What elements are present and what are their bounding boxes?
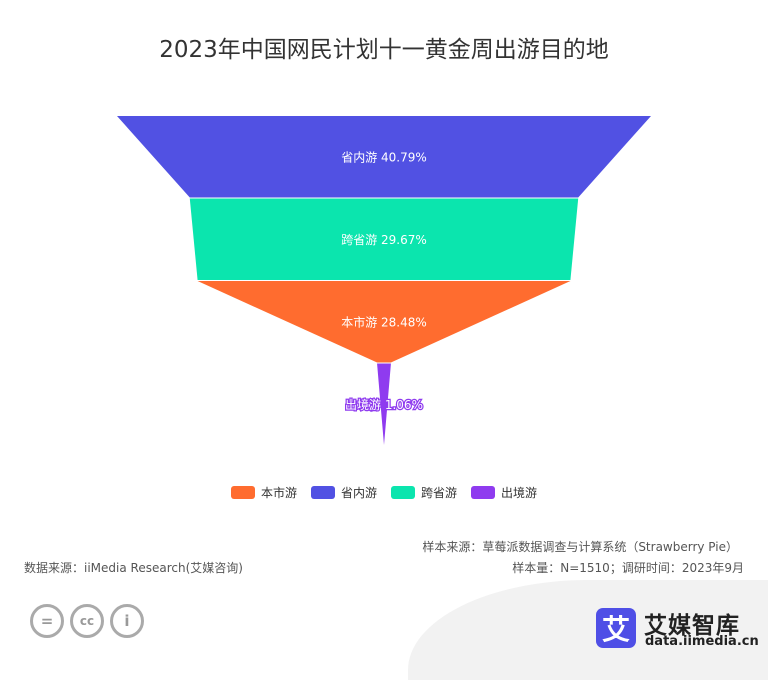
data-label: 省内游 40.79% (341, 150, 427, 164)
brand-url: data.iimedia.cn (645, 634, 759, 649)
legend-label: 省内游 (340, 486, 377, 500)
funnel-segment-2[interactable] (197, 281, 571, 363)
cc-by-icon: i (110, 604, 144, 638)
data-label: 本市游 28.48% (341, 314, 427, 329)
brand-logo-icon: 艾 (596, 608, 636, 648)
legend: 本市游 省内游 跨省游 出境游 (0, 484, 768, 501)
legend-swatch (310, 486, 335, 499)
legend-swatch (391, 486, 415, 499)
legend-swatch (230, 486, 255, 499)
legend-swatch (471, 486, 496, 499)
legend-item[interactable]: 本市游 (230, 484, 297, 501)
cc-icon: cc (70, 604, 104, 638)
cc-nd-icon: = (30, 604, 64, 638)
legend-label: 跨省游 (421, 486, 458, 500)
brand-name: 艾媒智库 (644, 613, 740, 639)
funnel-segment-3[interactable] (377, 363, 391, 446)
sample-size: 样本量：N=1510；调研时间：2023年9月 (512, 561, 744, 575)
data-source: 数据来源：iiMedia Research(艾媒咨询) (24, 561, 243, 575)
legend-item[interactable]: 出境游 (471, 484, 537, 501)
data-label: 出境游 1.06% (345, 397, 423, 412)
funnel-segment-1[interactable] (189, 198, 579, 281)
legend-label: 本市游 (260, 486, 297, 500)
funnel-chart: 省内游 40.79% 跨省游 29.67% 本市游 28.48% 出境游 1.06% (117, 116, 651, 446)
legend-item[interactable]: 跨省游 (391, 484, 457, 501)
legend-item[interactable]: 省内游 (310, 484, 377, 501)
sample-source: 样本来源：草莓派数据调查与计算系统（Strawberry Pie） (422, 540, 738, 554)
chart-title: 2023年中国网民计划十一黄金周出游目的地 (159, 37, 609, 63)
data-label: 跨省游 29.67% (341, 233, 427, 247)
legend-label: 出境游 (501, 486, 538, 500)
funnel-segment-0[interactable] (117, 116, 651, 198)
